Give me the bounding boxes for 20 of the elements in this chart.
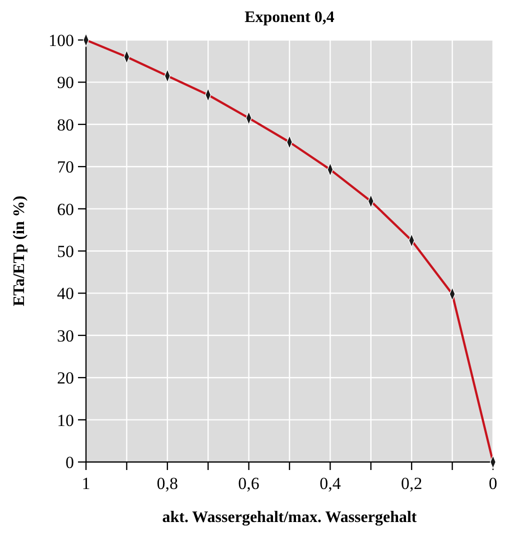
x-tick-label: 0,4 [320,474,342,493]
y-axis-title: ETa/ETp (in %) [11,196,28,306]
x-tick-label: 1 [82,474,90,493]
y-tick-label: 70 [57,158,74,177]
y-tick-label: 30 [57,326,74,346]
y-tick-label: 40 [57,284,74,304]
y-tick-label: 80 [57,115,74,134]
x-tick-label: 0 [488,474,498,493]
y-tick-label: 20 [57,368,74,388]
y-tick-label: 10 [57,410,74,430]
y-tick-label: 100 [48,30,74,50]
y-tick-label: 0 [66,452,74,472]
y-tick-label: 90 [57,73,74,92]
chart-title: Exponent 0,4 [244,9,334,26]
x-tick-label: 0,6 [238,474,260,493]
x-axis-title: akt. Wassergehalt/max. Wassergehalt [162,509,418,526]
y-tick-label: 50 [57,242,74,261]
x-tick-label: 0,2 [400,474,422,493]
x-tick-label: 0,8 [156,474,178,493]
y-tick-label: 60 [57,200,74,219]
